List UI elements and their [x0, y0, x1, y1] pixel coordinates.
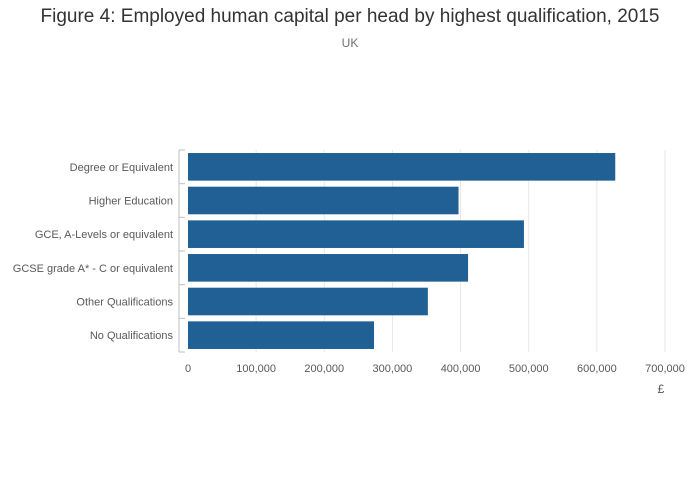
category-label: GCE, A-Levels or equivalent: [35, 229, 173, 241]
chart-subtitle: UK: [341, 36, 359, 50]
bar: [188, 287, 428, 316]
bar: [188, 220, 524, 248]
bars: [188, 153, 616, 349]
x-tick-label: 400,000: [441, 363, 481, 375]
category-label: No Qualifications: [90, 330, 174, 342]
chart-title: Figure 4: Employed human capital per hea…: [40, 6, 660, 27]
x-tick-label: 300,000: [373, 363, 413, 375]
x-tick-label: 200,000: [304, 363, 344, 375]
category-label: Higher Education: [89, 196, 173, 208]
bar: [188, 321, 375, 349]
axes: 0 100,000 200,000 300,000 400,000 500,000 600,…: [13, 149, 685, 375]
x-tick-label: 0: [185, 363, 191, 375]
x-axis-unit-label: £: [658, 382, 665, 396]
gridlines: [255, 150, 666, 352]
category-label: Other Qualifications: [76, 297, 173, 309]
x-tick-label: 100,000: [236, 363, 276, 375]
category-label: Degree or Equivalent: [70, 162, 173, 174]
x-tick-label: 500,000: [509, 363, 549, 375]
x-tick-label: 700,000: [645, 363, 685, 375]
bar: [188, 254, 469, 282]
bar: [188, 186, 459, 215]
category-label: GCSE grade A* - C or equivalent: [13, 263, 173, 275]
bar: [188, 153, 616, 181]
x-tick-label: 600,000: [577, 363, 617, 375]
